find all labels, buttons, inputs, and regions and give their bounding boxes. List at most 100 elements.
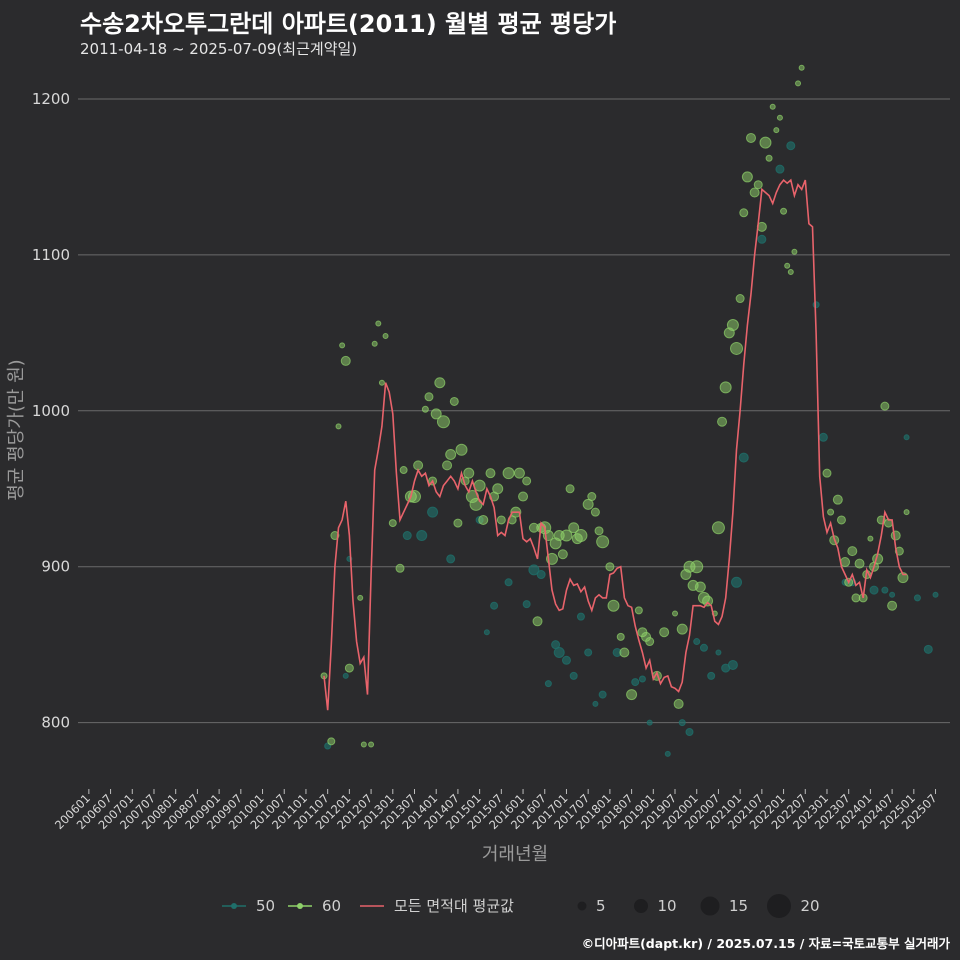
point-50 [685, 727, 694, 736]
point-60 [745, 132, 756, 143]
point-60 [335, 423, 342, 430]
point-60 [339, 342, 346, 349]
point-60 [430, 408, 442, 420]
point-60 [672, 610, 679, 617]
point-60 [522, 476, 532, 486]
point-60 [787, 269, 794, 276]
point-60 [890, 530, 901, 541]
legend-size-circle [634, 899, 648, 913]
point-60 [795, 80, 802, 87]
point-60 [880, 401, 890, 411]
point-50 [528, 564, 540, 576]
chart-subtitle: 2011-04-18 ~ 2025-07-09(최근계약일) [80, 40, 358, 58]
point-60 [759, 136, 772, 149]
point-50 [561, 655, 571, 665]
point-60 [836, 515, 846, 525]
point-60 [596, 535, 610, 549]
point-60 [455, 443, 468, 456]
point-50 [646, 719, 653, 726]
point-60 [424, 392, 434, 402]
point-60 [574, 529, 588, 543]
point-60 [903, 509, 910, 516]
y-axis-ticks: 800 900 1000 1100 1200 [32, 90, 70, 732]
point-60 [847, 546, 858, 557]
point-50 [913, 594, 921, 602]
point-60 [854, 558, 865, 569]
point-50 [707, 671, 716, 680]
point-50 [446, 554, 456, 564]
point-50 [504, 578, 513, 587]
point-60 [453, 518, 463, 528]
point-60 [741, 171, 753, 183]
point-60 [739, 208, 749, 218]
point-50 [598, 690, 607, 699]
point-60 [557, 549, 568, 560]
average-line [323, 178, 907, 711]
point-50 [932, 591, 939, 598]
point-60 [776, 114, 783, 121]
point-60 [735, 294, 745, 304]
point-60 [382, 332, 389, 339]
point-50 [903, 434, 910, 441]
point-60 [360, 741, 367, 748]
point-60 [344, 663, 354, 673]
point-60 [532, 616, 543, 627]
y-tick-label: 1100 [32, 246, 70, 264]
point-60 [496, 515, 506, 525]
avg-series-line [323, 178, 907, 711]
point-50 [536, 570, 546, 580]
point-50 [731, 576, 743, 588]
point-60 [371, 340, 378, 347]
point-60 [832, 494, 843, 505]
legend-size-label: 5 [596, 897, 606, 915]
point-60 [478, 514, 489, 525]
legend-swatch-dot [231, 903, 237, 909]
legend-size-circle [577, 901, 587, 911]
point-50 [664, 750, 671, 757]
point-60 [587, 492, 597, 502]
point-50 [522, 600, 531, 609]
point-50 [818, 432, 828, 442]
point-50 [727, 659, 738, 670]
point-50 [869, 585, 879, 595]
point-60 [867, 535, 874, 542]
point-60 [753, 180, 763, 190]
point-60 [436, 415, 450, 429]
point-50 [775, 164, 785, 174]
point-60 [717, 416, 728, 427]
point-60 [769, 103, 776, 110]
point-50 [544, 680, 552, 688]
footer-credit: ©디아파트(dapt.kr) / 2025.07.15 / 자료=국토교통부 실… [581, 936, 950, 951]
point-60 [719, 381, 732, 394]
point-60 [676, 623, 688, 635]
point-60 [590, 507, 600, 517]
point-60 [619, 647, 630, 658]
point-50 [638, 675, 646, 683]
series-50-points [324, 141, 939, 757]
point-50 [490, 601, 499, 610]
point-60 [690, 560, 704, 574]
y-tick-label: 800 [41, 714, 70, 732]
point-50 [402, 531, 412, 541]
point-60 [827, 508, 835, 516]
point-50 [757, 234, 767, 244]
y-tick-label: 1200 [32, 90, 70, 108]
point-50 [569, 671, 578, 680]
y-tick-label: 1000 [32, 402, 70, 420]
point-60 [434, 377, 446, 389]
point-60 [395, 563, 405, 573]
point-60 [378, 379, 385, 386]
legend-size-label: 15 [729, 897, 748, 915]
point-60 [375, 320, 382, 327]
point-60 [626, 689, 638, 701]
point-50 [631, 678, 640, 687]
point-60 [518, 491, 529, 502]
legend-swatch-dot [297, 903, 303, 909]
point-50 [416, 530, 428, 542]
point-60 [485, 468, 496, 479]
point-60 [780, 207, 788, 215]
point-60 [702, 595, 714, 607]
point-60 [582, 498, 594, 510]
point-60 [502, 467, 515, 480]
point-60 [726, 319, 739, 332]
